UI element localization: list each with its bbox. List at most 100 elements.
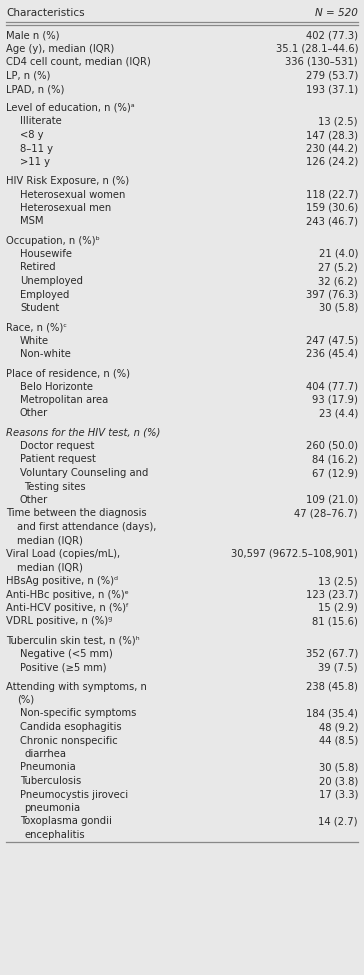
Text: Male n (%): Male n (%) <box>6 30 59 40</box>
Text: Attending with symptoms, n: Attending with symptoms, n <box>6 682 147 691</box>
Text: 397 (76.3): 397 (76.3) <box>306 290 358 299</box>
Text: 404 (77.7): 404 (77.7) <box>306 381 358 392</box>
Text: 35.1 (28.1–44.6): 35.1 (28.1–44.6) <box>276 44 358 54</box>
Text: 279 (53.7): 279 (53.7) <box>306 70 358 81</box>
Text: 27 (5.2): 27 (5.2) <box>318 262 358 272</box>
Text: 238 (45.8): 238 (45.8) <box>306 682 358 691</box>
Text: 14 (2.7): 14 (2.7) <box>318 816 358 827</box>
Text: Chronic nonspecific: Chronic nonspecific <box>20 735 118 746</box>
Text: Tuberculosis: Tuberculosis <box>20 776 81 786</box>
Text: White: White <box>20 335 49 345</box>
Text: Anti-HCV positive, n (%)ᶠ: Anti-HCV positive, n (%)ᶠ <box>6 603 129 613</box>
Text: 352 (67.7): 352 (67.7) <box>306 649 358 659</box>
Text: Negative (<5 mm): Negative (<5 mm) <box>20 649 113 659</box>
Text: 44 (8.5): 44 (8.5) <box>319 735 358 746</box>
Text: LP, n (%): LP, n (%) <box>6 70 50 81</box>
Text: 84 (16.2): 84 (16.2) <box>312 454 358 464</box>
Text: Metropolitan area: Metropolitan area <box>20 395 108 405</box>
Text: Testing sites: Testing sites <box>24 482 86 491</box>
Text: pneumonia: pneumonia <box>24 803 80 813</box>
Text: 147 (28.3): 147 (28.3) <box>306 130 358 140</box>
Text: 23 (4.4): 23 (4.4) <box>319 409 358 418</box>
Text: CD4 cell count, median (IQR): CD4 cell count, median (IQR) <box>6 57 151 67</box>
Text: 21 (4.0): 21 (4.0) <box>318 249 358 259</box>
Text: N = 520: N = 520 <box>315 8 358 18</box>
Text: Retired: Retired <box>20 262 56 272</box>
Text: Patient request: Patient request <box>20 454 96 464</box>
Text: 260 (50.0): 260 (50.0) <box>306 441 358 451</box>
Text: median (IQR): median (IQR) <box>17 535 83 545</box>
Text: Illiterate: Illiterate <box>20 116 62 127</box>
Text: Employed: Employed <box>20 290 70 299</box>
Text: <8 y: <8 y <box>20 130 44 140</box>
Text: 47 (28–76.7): 47 (28–76.7) <box>294 509 358 519</box>
Text: 15 (2.9): 15 (2.9) <box>318 603 358 613</box>
Text: Tuberculin skin test, n (%)ʰ: Tuberculin skin test, n (%)ʰ <box>6 636 140 645</box>
Text: Voluntary Counseling and: Voluntary Counseling and <box>20 468 149 478</box>
Text: Age (y), median (IQR): Age (y), median (IQR) <box>6 44 114 54</box>
Text: 184 (35.4): 184 (35.4) <box>306 709 358 719</box>
Text: Student: Student <box>20 303 59 313</box>
Text: 118 (22.7): 118 (22.7) <box>306 189 358 200</box>
Text: Place of residence, n (%): Place of residence, n (%) <box>6 368 130 378</box>
Text: Other: Other <box>20 409 48 418</box>
Text: >11 y: >11 y <box>20 157 50 167</box>
Text: 13 (2.5): 13 (2.5) <box>318 576 358 586</box>
Text: Housewife: Housewife <box>20 249 72 259</box>
Text: Occupation, n (%)ᵇ: Occupation, n (%)ᵇ <box>6 236 100 246</box>
Text: MSM: MSM <box>20 216 44 226</box>
Text: 30,597 (9672.5–108,901): 30,597 (9672.5–108,901) <box>231 549 358 559</box>
Text: Race, n (%)ᶜ: Race, n (%)ᶜ <box>6 322 67 332</box>
Text: 243 (46.7): 243 (46.7) <box>306 216 358 226</box>
Text: HBsAg positive, n (%)ᵈ: HBsAg positive, n (%)ᵈ <box>6 576 118 586</box>
Text: 81 (15.6): 81 (15.6) <box>312 616 358 627</box>
Text: Heterosexual women: Heterosexual women <box>20 189 125 200</box>
Text: diarrhea: diarrhea <box>24 749 66 759</box>
Text: 230 (44.2): 230 (44.2) <box>306 143 358 153</box>
Text: Heterosexual men: Heterosexual men <box>20 203 111 213</box>
Text: 123 (23.7): 123 (23.7) <box>306 590 358 600</box>
Text: 20 (3.8): 20 (3.8) <box>319 776 358 786</box>
Text: Non-white: Non-white <box>20 349 71 359</box>
Text: 126 (24.2): 126 (24.2) <box>306 157 358 167</box>
Text: 247 (47.5): 247 (47.5) <box>306 335 358 345</box>
Text: 13 (2.5): 13 (2.5) <box>318 116 358 127</box>
Text: Positive (≥5 mm): Positive (≥5 mm) <box>20 662 107 673</box>
Text: 48 (9.2): 48 (9.2) <box>318 722 358 732</box>
Text: 159 (30.6): 159 (30.6) <box>306 203 358 213</box>
Text: Anti-HBc positive, n (%)ᵉ: Anti-HBc positive, n (%)ᵉ <box>6 590 129 600</box>
Text: 193 (37.1): 193 (37.1) <box>306 84 358 94</box>
Text: (%): (%) <box>17 695 34 705</box>
Text: 17 (3.3): 17 (3.3) <box>318 790 358 799</box>
Text: Non-specific symptoms: Non-specific symptoms <box>20 709 136 719</box>
Text: Candida esophagitis: Candida esophagitis <box>20 722 122 732</box>
Text: Unemployed: Unemployed <box>20 276 83 286</box>
Text: Pneumonia: Pneumonia <box>20 762 76 772</box>
Text: median (IQR): median (IQR) <box>17 563 83 572</box>
Text: Time between the diagnosis: Time between the diagnosis <box>6 509 147 519</box>
Text: Pneumocystis jiroveci: Pneumocystis jiroveci <box>20 790 128 799</box>
Text: 32 (6.2): 32 (6.2) <box>318 276 358 286</box>
Text: 39 (7.5): 39 (7.5) <box>318 662 358 673</box>
Text: encephalitis: encephalitis <box>24 830 85 840</box>
Text: Reasons for the HIV test, n (%): Reasons for the HIV test, n (%) <box>6 427 161 438</box>
Text: Other: Other <box>20 495 48 505</box>
Text: Belo Horizonte: Belo Horizonte <box>20 381 93 392</box>
Text: Level of education, n (%)ᵃ: Level of education, n (%)ᵃ <box>6 103 135 113</box>
Text: 236 (45.4): 236 (45.4) <box>306 349 358 359</box>
Text: 336 (130–531): 336 (130–531) <box>285 57 358 67</box>
Text: 67 (12.9): 67 (12.9) <box>312 468 358 478</box>
Text: 30 (5.8): 30 (5.8) <box>319 303 358 313</box>
Text: 93 (17.9): 93 (17.9) <box>312 395 358 405</box>
Text: 8–11 y: 8–11 y <box>20 143 53 153</box>
Text: LPAD, n (%): LPAD, n (%) <box>6 84 64 94</box>
Text: Toxoplasma gondii: Toxoplasma gondii <box>20 816 112 827</box>
Text: 402 (77.3): 402 (77.3) <box>306 30 358 40</box>
Text: Characteristics: Characteristics <box>6 8 84 18</box>
Text: HIV Risk Exposure, n (%): HIV Risk Exposure, n (%) <box>6 176 129 186</box>
Text: 30 (5.8): 30 (5.8) <box>319 762 358 772</box>
Text: 109 (21.0): 109 (21.0) <box>306 495 358 505</box>
Text: and first attendance (days),: and first attendance (days), <box>17 522 157 532</box>
Text: Doctor request: Doctor request <box>20 441 94 451</box>
Text: Viral Load (copies/mL),: Viral Load (copies/mL), <box>6 549 120 559</box>
